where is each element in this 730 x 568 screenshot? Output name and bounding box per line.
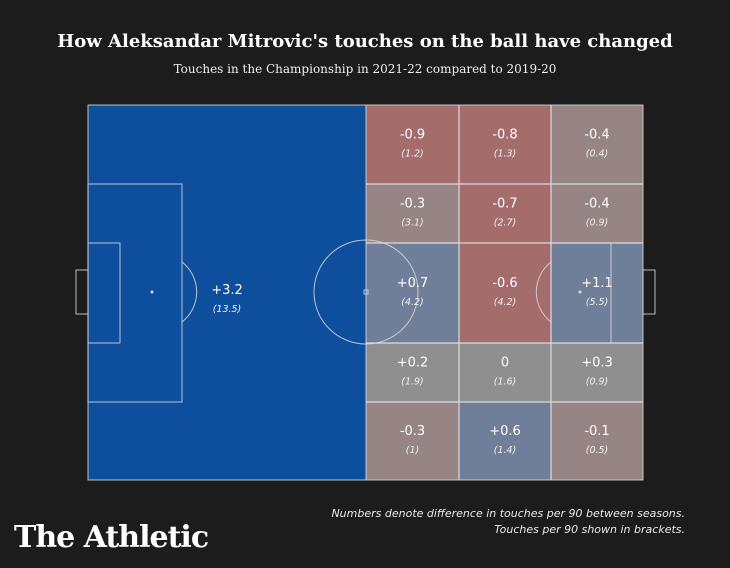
- footnote: Numbers denote difference in touches per…: [331, 506, 685, 538]
- zone-per90-label: (0.4): [586, 149, 609, 160]
- zone-cell-row2-col3: [551, 184, 643, 243]
- zone-diff-label: -0.6: [492, 276, 517, 291]
- zone-diff-label: -0.4: [584, 197, 609, 212]
- zone-per90-label: (4.2): [494, 297, 517, 308]
- zone-per90-label: (2.7): [494, 218, 517, 229]
- brand-logo: The Athletic: [14, 520, 209, 555]
- zone-cell-row3-col2: [459, 243, 551, 343]
- zone-per90-label: (0.9): [586, 377, 609, 388]
- zone-cell-row3-col1: [366, 243, 459, 343]
- centre-spot: [363, 289, 369, 295]
- footnote-line-2: Touches per 90 shown in brackets.: [494, 523, 685, 536]
- zone-diff-label: -0.4: [584, 128, 609, 143]
- zone-per90-label: (1): [406, 445, 419, 456]
- zone-cell-row4-col3: [551, 343, 643, 402]
- zone-cell-row5-col3: [551, 402, 643, 480]
- zone-per90-label: (1.2): [401, 149, 424, 160]
- zone-cell-row4-col2: [459, 343, 551, 402]
- left-penalty-arc: [181, 261, 198, 323]
- zone-per90-label: (0.9): [586, 218, 609, 229]
- zone-cell-row1-col2: [459, 105, 551, 184]
- zone-cell-row5-col2: [459, 402, 551, 480]
- chart-subtitle: Touches in the Championship in 2021-22 c…: [173, 62, 557, 76]
- zone-cell-row2-col2: [459, 184, 551, 243]
- zone-per90-label: (1.3): [494, 149, 517, 160]
- zone-diff-label: -0.8: [492, 128, 517, 143]
- left-goal: [75, 269, 89, 315]
- zone-diff-label: +1.1: [581, 276, 613, 291]
- zone-diff-label: -0.3: [400, 424, 425, 439]
- zone-per90-label: (1.6): [494, 377, 517, 388]
- zone-diff-label: +0.7: [397, 276, 429, 291]
- zone-cell-row5-col1: [366, 402, 459, 480]
- zone-cell-own-half: [88, 105, 366, 480]
- zone-per90-label: (5.5): [586, 297, 609, 308]
- zone-diff-label: +3.2: [211, 283, 243, 298]
- zone-per90-label: (4.2): [401, 297, 424, 308]
- zone-per90-label: (3.1): [401, 218, 424, 229]
- zone-per90-label: (1.4): [494, 445, 517, 456]
- zone-cell-row3-col3: [551, 243, 643, 343]
- zone-diff-label: -0.7: [492, 197, 517, 212]
- zone-diff-label: +0.3: [581, 356, 613, 371]
- zone-diff-label: +0.2: [397, 356, 429, 371]
- zone-per90-label: (1.9): [401, 377, 424, 388]
- right-penalty-spot: [578, 290, 582, 294]
- zone-diff-label: 0: [501, 356, 509, 371]
- zone-per90-label: (0.5): [586, 445, 609, 456]
- left-penalty-spot: [150, 290, 154, 294]
- zone-cell-row2-col1: [366, 184, 459, 243]
- zone-diff-label: -0.3: [400, 197, 425, 212]
- zone-per90-label: (13.5): [213, 304, 242, 315]
- right-penalty-arc: [535, 261, 552, 323]
- zone-cell-row1-col3: [551, 105, 643, 184]
- zone-diff-label: -0.9: [400, 128, 425, 143]
- zone-cell-row4-col1: [366, 343, 459, 402]
- centre-circle: [313, 239, 419, 345]
- zone-diff-label: -0.1: [584, 424, 609, 439]
- zone-diff-label: +0.6: [489, 424, 521, 439]
- chart-title: How Aleksandar Mitrovic's touches on the…: [57, 31, 673, 52]
- zone-cell-row1-col1: [366, 105, 459, 184]
- right-goal: [642, 269, 656, 315]
- footnote-line-1: Numbers denote difference in touches per…: [331, 507, 685, 520]
